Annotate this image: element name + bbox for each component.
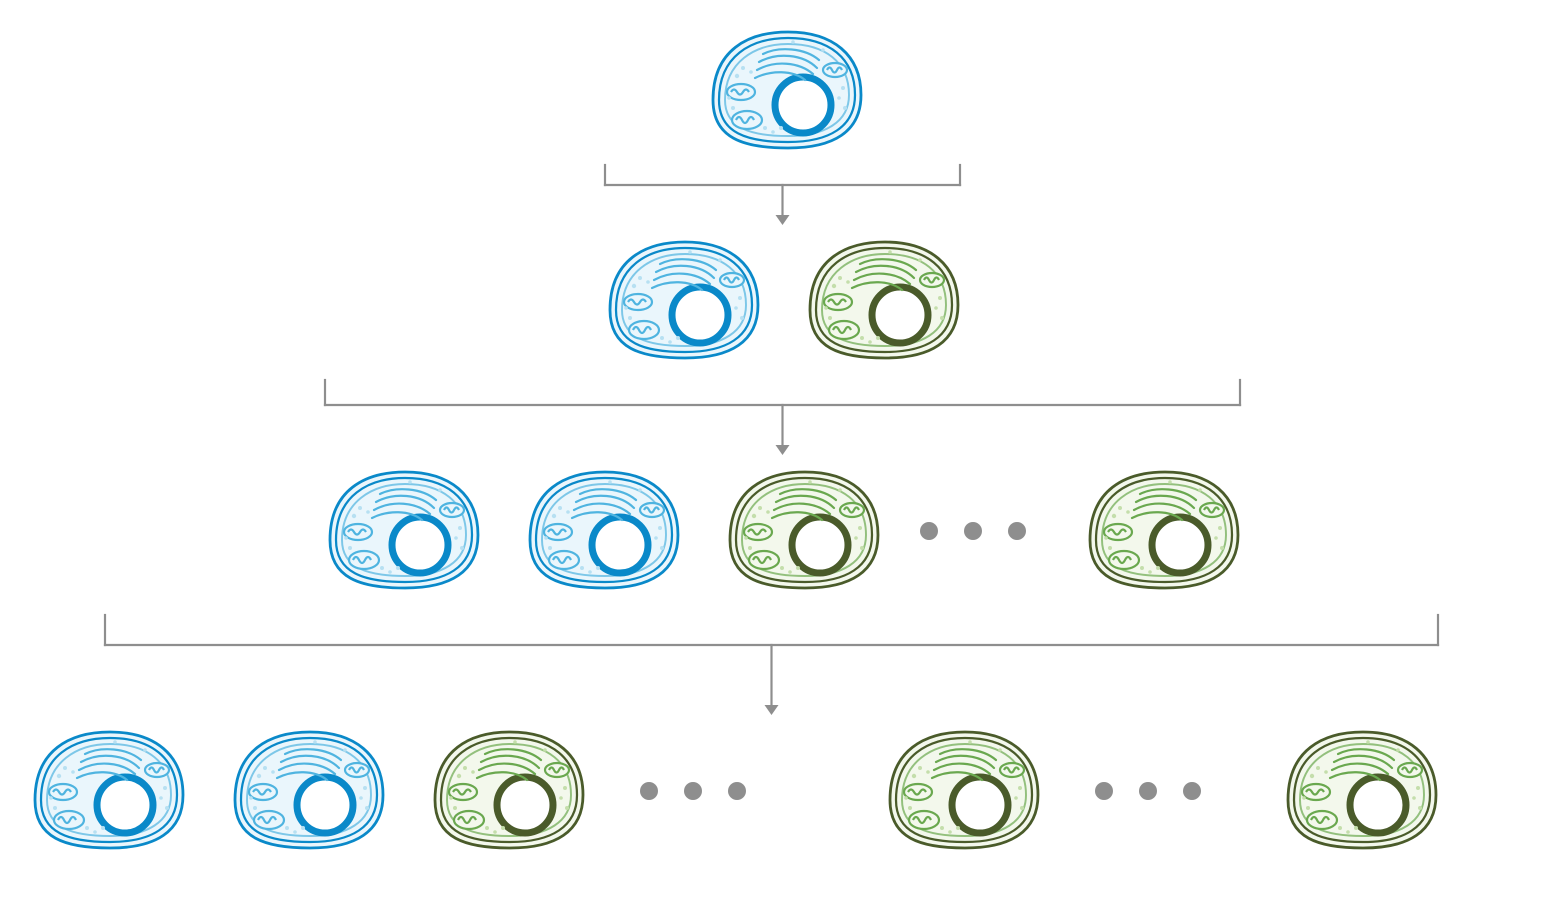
blue-cell-icon bbox=[693, 20, 873, 160]
ellipsis-icon bbox=[1095, 782, 1201, 800]
ellipsis-icon bbox=[640, 782, 746, 800]
blue-cell-icon bbox=[590, 230, 770, 370]
green-cell-icon bbox=[1268, 720, 1448, 860]
blue-cell-icon bbox=[310, 460, 490, 600]
ellipsis-icon bbox=[920, 522, 1026, 540]
green-cell-icon bbox=[710, 460, 890, 600]
green-cell-icon bbox=[415, 720, 595, 860]
blue-cell-icon bbox=[510, 460, 690, 600]
cell-division-diagram bbox=[0, 0, 1565, 917]
blue-cell-icon bbox=[15, 720, 195, 860]
green-cell-icon bbox=[1070, 460, 1250, 600]
green-cell-icon bbox=[870, 720, 1050, 860]
green-cell-icon bbox=[790, 230, 970, 370]
blue-cell-icon bbox=[215, 720, 395, 860]
